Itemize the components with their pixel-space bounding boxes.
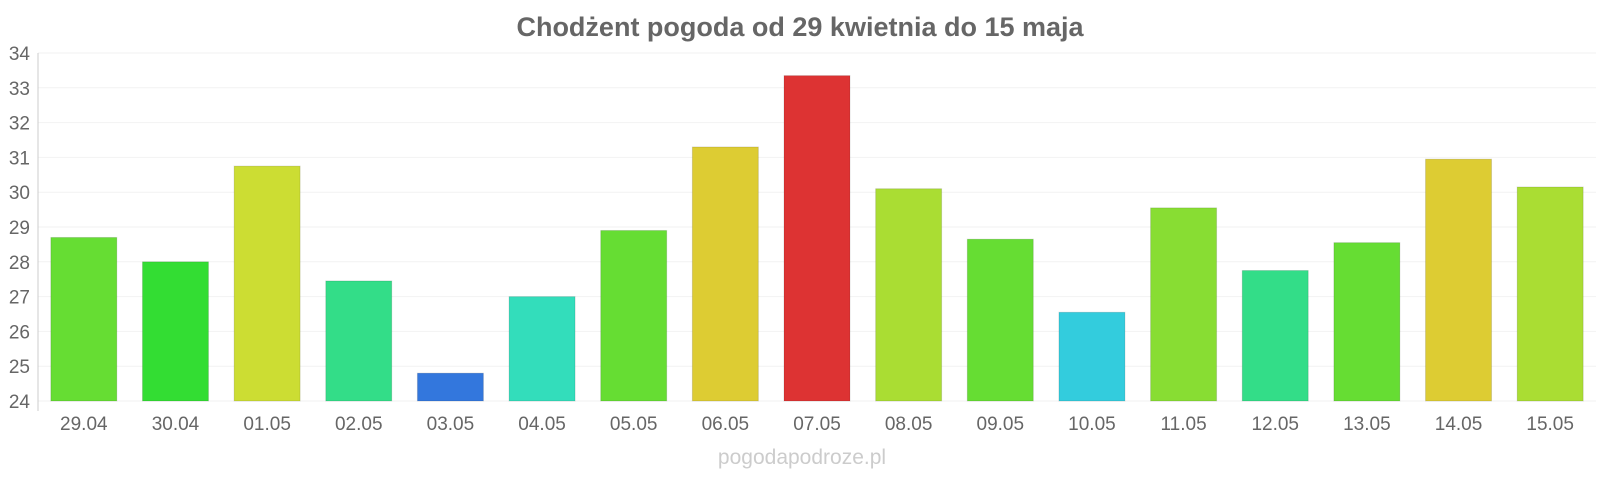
x-tick-label: 01.05 [243,414,291,435]
bar-29.04[interactable] [50,236,118,402]
x-tick-label: 02.05 [335,414,383,435]
x-tick-label: 06.05 [702,414,750,435]
bar-13.05[interactable] [1333,242,1401,402]
x-tick-label: 03.05 [427,414,475,435]
chart-title: Chodżent pogoda od 29 kwietnia do 15 maj… [516,12,1084,42]
watermark: pogodapodroze.pl [718,446,886,469]
y-tick-label: 24 [9,392,31,413]
x-tick-label: 09.05 [977,414,1025,435]
y-tick-label: 27 [9,288,30,309]
x-tick-label: 15.05 [1526,414,1574,435]
bar-03.05[interactable] [416,372,484,402]
bar-10.05[interactable] [1058,311,1126,402]
y-tick-label: 28 [9,253,30,274]
bar-11.05[interactable] [1150,207,1218,402]
y-tick-label: 31 [9,148,30,169]
x-tick-label: 10.05 [1068,414,1116,435]
y-tick-label: 30 [9,183,30,204]
bar-30.04[interactable] [141,261,209,402]
bar-08.05[interactable] [875,188,943,402]
y-tick-label: 26 [9,322,30,343]
y-tick-label: 29 [9,218,30,239]
bar-14.05[interactable] [1425,158,1493,402]
x-tick-label: 04.05 [518,414,566,435]
bar-02.05[interactable] [325,280,393,402]
x-tick-label: 05.05 [610,414,658,435]
bar-06.05[interactable] [691,146,759,402]
y-tick-label: 34 [9,44,31,65]
bar-09.05[interactable] [966,238,1034,402]
x-tick-label: 30.04 [152,414,200,435]
x-tick-label: 13.05 [1343,414,1391,435]
x-tick-label: 14.05 [1435,414,1483,435]
bar-01.05[interactable] [233,165,301,402]
y-tick-label: 32 [9,114,30,135]
y-tick-label: 33 [9,79,30,100]
bar-07.05[interactable] [783,75,851,402]
x-tick-label: 12.05 [1251,414,1299,435]
x-tick-label: 29.04 [60,414,108,435]
bar-15.05[interactable] [1516,186,1584,402]
y-tick-label: 25 [9,357,30,378]
y-tick-labels: 24 25 26 27 28 29 30 31 32 33 34 [9,44,31,413]
x-tick-label: 11.05 [1161,414,1207,435]
bar-04.05[interactable] [508,296,576,402]
bar-05.05[interactable] [600,229,668,402]
bar-12.05[interactable] [1241,270,1309,402]
x-tick-label: 07.05 [793,414,841,435]
bars [50,75,1584,402]
x-tick-label: 08.05 [885,414,933,435]
x-tick-labels: 29.04 30.04 01.05 02.05 03.05 04.05 05.05 06.05… [60,414,1574,435]
